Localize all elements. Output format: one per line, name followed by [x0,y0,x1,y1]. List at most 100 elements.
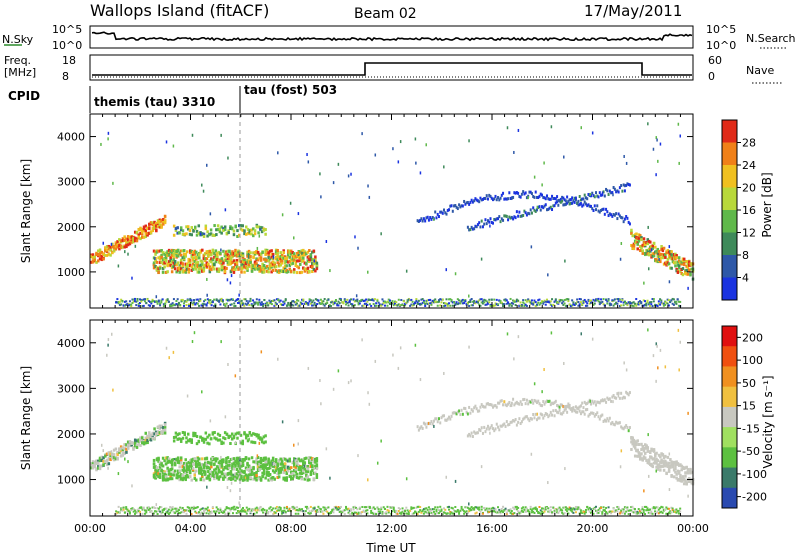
echo-cell [553,204,556,208]
echo-cell [136,509,139,512]
echo-cell [235,258,239,262]
echo-cell [151,431,155,435]
echo-cell [217,461,221,465]
echo-cell [343,512,346,515]
echo-cell [670,257,673,261]
echo-cell [234,459,237,463]
echo-cell [329,269,331,273]
echo-cell [655,461,658,465]
echo-cell [514,191,517,195]
echo-cell [279,259,282,263]
echo-cell [297,259,301,263]
echo-cell [664,459,667,463]
echo-cell [269,506,272,509]
echo-cell [480,508,483,511]
echo-cell [126,303,129,306]
echo-cell [229,281,232,285]
echo-cell [505,404,508,408]
echo-cell [241,260,245,264]
echo-cell [641,444,644,448]
echo-cell [665,463,668,467]
echo-cell [182,467,186,471]
echo-cell [489,217,492,221]
echo-cell [587,299,590,302]
echo-cell [278,299,281,302]
echo-cell [173,262,177,266]
echo-cell [415,298,418,301]
colorbar-tick-label: 16 [742,204,756,217]
echo-cell [483,425,486,429]
echo-cell [415,511,418,514]
echo-cell [461,298,464,301]
echo-cell [271,262,275,266]
echo-cell [166,460,169,464]
echo-cell [686,470,690,474]
echo-cell [188,459,192,463]
echo-cell [602,303,605,306]
echo-cell [202,232,206,236]
echo-cell [234,248,237,252]
echo-cell [346,301,349,304]
echo-cell [256,267,260,271]
echo-cell [592,194,595,198]
echo-cell [285,471,288,475]
echo-cell [681,466,685,470]
echo-cell [665,471,668,475]
echo-cell [144,441,148,445]
echo-cell [576,406,579,410]
echo-cell [262,264,266,268]
echo-cell [533,301,536,304]
echo-cell [204,263,207,267]
echo-cell [157,459,160,463]
echo-cell [508,215,511,219]
echo-cell [228,257,231,261]
echo-cell [270,303,273,306]
echo-cell [158,223,162,227]
echo-cell [255,433,259,437]
echo-cell [109,458,112,462]
echo-cell [128,511,131,514]
echo-cell [468,228,471,232]
echo-cell [422,508,425,511]
echo-cell [140,300,143,303]
echo-cell [255,473,258,477]
echo-cell [178,474,181,478]
echo-cell [170,254,174,258]
echo-cell [170,506,173,509]
echo-cell [469,509,472,512]
echo-cell [196,462,200,466]
echo-cell [186,509,189,512]
echo-cell [184,471,187,475]
echo-cell [274,268,278,272]
echo-cell [154,510,157,513]
echo-cell [490,424,493,428]
echo-cell [196,512,199,515]
echo-cell [666,463,670,467]
echo-cell [530,417,533,421]
echo-cell [670,460,673,464]
echo-cell [274,265,278,269]
echo-cell [204,259,207,263]
echo-cell [224,303,227,306]
echo-cell [178,251,181,255]
echo-cell [102,463,105,467]
echo-cell [558,408,561,412]
echo-cell [182,256,186,260]
echo-cell [276,472,279,476]
echo-cell [564,202,567,206]
echo-cell [254,301,257,304]
echo-cell [643,281,645,285]
echo-cell [299,471,302,475]
echo-cell [314,269,317,273]
nsky-panel [89,25,694,49]
echo-cell [172,144,175,148]
echo-cell [410,507,413,510]
echo-cell [458,409,461,413]
echo-cell [252,227,255,231]
echo-cell [458,511,461,514]
echo-cell [211,473,215,477]
echo-cell [492,427,494,431]
echo-cell [325,239,328,243]
echo-cell [190,478,193,482]
echo-cell [121,300,124,303]
